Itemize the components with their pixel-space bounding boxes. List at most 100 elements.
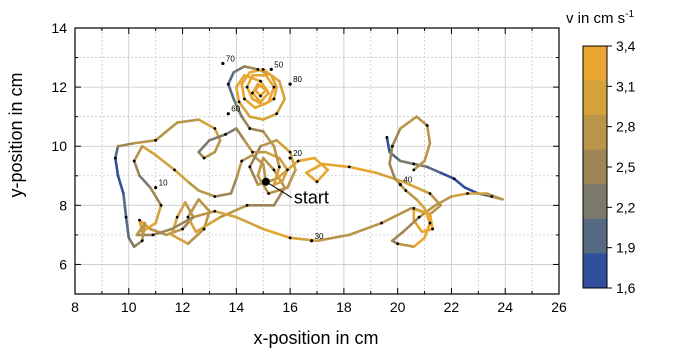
- trajectory-segment: [243, 97, 257, 110]
- trajectory-segment: [261, 112, 278, 121]
- trajectory-segment: [259, 79, 270, 95]
- start-leader-line: [265, 181, 293, 199]
- trajectory-segment: [232, 65, 246, 74]
- trajectory-segment: [272, 186, 287, 207]
- trajectory-segment: [240, 115, 252, 130]
- trajectory-segment: [425, 124, 432, 145]
- trajectory-segment: [272, 168, 287, 189]
- trajectory-segment: [404, 189, 418, 201]
- trajectory-segment: [347, 221, 383, 237]
- trajectory-segment: [248, 165, 260, 186]
- x-tick-label: 16: [282, 299, 298, 315]
- trajectory-sample-point: [428, 221, 432, 225]
- trajectory-segment: [132, 159, 141, 178]
- trajectory-segment: [248, 68, 265, 74]
- trajectory-segment: [423, 206, 432, 225]
- time-marker-dot: [310, 239, 314, 243]
- trajectory-segment: [259, 139, 278, 148]
- time-marker-label: 30: [315, 232, 324, 241]
- trajectory-segment: [399, 159, 416, 166]
- trajectory-segment: [253, 85, 260, 92]
- trajectory-segment: [243, 73, 262, 83]
- trajectory-segment: [243, 65, 260, 71]
- colorbar: 3,4 3,1 2,8 2,5 2,2 1,9 1,6: [582, 38, 636, 296]
- trajectory-sample-point: [412, 168, 416, 172]
- trajectory-segment: [213, 192, 233, 198]
- trajectory-segment: [304, 171, 319, 183]
- trajectory-segment: [140, 221, 147, 243]
- colorbar-tick-label: 1,6: [616, 280, 636, 296]
- trajectory-sample-point: [417, 215, 421, 219]
- trajectory-segment: [401, 180, 432, 195]
- trajectory-sample-point: [213, 195, 217, 198]
- trajectory-segment: [240, 153, 254, 163]
- x-tick-label: 14: [229, 299, 245, 315]
- trajectory-segment: [347, 165, 378, 175]
- trajectory-sample-point: [261, 67, 265, 71]
- trajectory-segment: [388, 144, 394, 166]
- time-marker-dot: [288, 156, 292, 160]
- trajectory-sample-point: [237, 100, 241, 104]
- trajectory-sample-point: [202, 156, 206, 160]
- trajectory-segment: [288, 150, 297, 172]
- trajectory-segment: [415, 115, 429, 127]
- trajectory-segment: [154, 121, 179, 142]
- trajectory-sample-point: [259, 94, 262, 98]
- time-marker-label: 70: [226, 54, 235, 63]
- trajectory-segment: [256, 156, 265, 178]
- trajectory-segment: [275, 97, 287, 116]
- trajectory-segment: [186, 227, 206, 246]
- y-tick-label: 8: [59, 197, 67, 213]
- trajectory-segment: [423, 141, 432, 163]
- trajectory-segment: [253, 100, 270, 110]
- trajectory-segment: [434, 195, 453, 207]
- trajectory-segment: [261, 227, 292, 240]
- trajectory-segment: [235, 85, 241, 104]
- time-marker-dot: [226, 112, 230, 116]
- trajectory-segment: [428, 212, 434, 231]
- colorbar-segment: [583, 115, 607, 151]
- trajectory-segment: [243, 139, 254, 154]
- trajectory-segment: [124, 215, 131, 240]
- trajectory-sample-point: [272, 97, 276, 101]
- trajectory-sample-point: [288, 236, 292, 240]
- colorbar-tick-label: 2,8: [616, 119, 636, 135]
- trajectory-segment: [122, 192, 128, 219]
- time-marker-label: 80: [293, 75, 302, 84]
- time-marker-dot: [288, 82, 292, 86]
- trajectory-segment: [275, 139, 292, 154]
- trajectory-sample-point: [154, 138, 158, 142]
- trajectory-sample-point: [428, 192, 432, 195]
- trajectory-segment: [197, 118, 217, 130]
- trajectory-segment: [261, 156, 276, 172]
- colorbar-title-superscript: -1: [625, 9, 634, 20]
- time-marker-label: 60: [231, 105, 240, 114]
- colorbar-tick-label: 2,5: [616, 159, 636, 175]
- trajectory-segment: [315, 168, 330, 183]
- trajectory-sample-point: [240, 159, 244, 163]
- y-tick-label: 14: [51, 20, 67, 36]
- axes: 8 10 12 14 16 18 20 22 24 26 6 8 10 12 14: [51, 20, 567, 315]
- trajectory-segment: [280, 168, 289, 183]
- trajectory-segment: [226, 82, 235, 101]
- trajectory-segment: [240, 71, 252, 86]
- trajectory-segment: [229, 177, 238, 195]
- trajectory-sample-point: [248, 127, 252, 130]
- trajectory-segment: [148, 186, 163, 207]
- trajectory-segment: [251, 91, 262, 104]
- start-annotation: start: [261, 177, 329, 208]
- trajectory-segment: [423, 221, 432, 240]
- trajectory-segment: [208, 133, 227, 142]
- trajectory-sample-point: [245, 85, 249, 89]
- trajectory-segment: [452, 177, 467, 189]
- trajectory-segment: [235, 127, 246, 142]
- y-tick-label: 12: [51, 79, 67, 95]
- trajectory-segment: [154, 204, 163, 225]
- trajectory-segment: [175, 201, 187, 219]
- x-tick-label: 18: [336, 299, 352, 315]
- trajectory-sample-point: [412, 206, 416, 210]
- trajectory-segment: [401, 215, 421, 234]
- time-marker-label: 20: [293, 149, 302, 158]
- colorbar-segment: [583, 218, 607, 254]
- trajectory-segment: [197, 189, 217, 198]
